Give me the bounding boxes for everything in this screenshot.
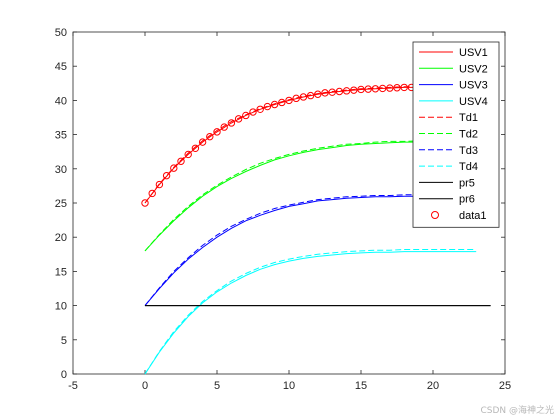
x-tick-label: 15: [355, 380, 367, 392]
legend-label: pr6: [459, 194, 475, 206]
x-tick-label: 20: [427, 380, 439, 392]
legend-label: Td1: [459, 112, 478, 124]
series-data1-marker: [177, 157, 185, 165]
series-data1-marker: [191, 144, 200, 152]
watermark: CSDN @海神之光: [480, 406, 554, 416]
legend-label: USV2: [459, 63, 488, 75]
x-tick-label: 0: [142, 380, 148, 392]
x-tick-label: -5: [68, 380, 78, 392]
series-data1-marker: [242, 111, 250, 120]
series-data1-marker: [155, 180, 164, 189]
series-data1-marker: [328, 88, 336, 96]
series-data1-marker: [386, 84, 394, 92]
series-data1-marker: [234, 115, 243, 123]
series-data1-marker: [198, 138, 207, 146]
series-data1-marker: [400, 83, 408, 92]
series-data1-marker: [220, 123, 228, 131]
series-data1-marker: [270, 100, 279, 109]
series-data1-marker: [148, 189, 156, 198]
series-data1-marker: [278, 98, 286, 107]
legend-label: USV3: [459, 80, 488, 92]
series-td3-line: [144, 194, 477, 306]
legend-marker: [431, 211, 439, 219]
series-td4-line: [144, 249, 477, 375]
y-tick-label: 5: [61, 335, 67, 347]
series-data1-marker: [335, 87, 344, 96]
legend-label: USV4: [459, 96, 488, 108]
series-data1-marker: [256, 105, 264, 113]
legend-label: Td2: [459, 129, 478, 141]
legend-label: Td3: [459, 145, 478, 157]
series-data1-marker: [206, 132, 214, 141]
series-data1-marker: [364, 85, 372, 93]
series-data1-marker: [342, 87, 351, 95]
series-data1-marker: [141, 199, 149, 207]
series-data1-marker: [299, 93, 308, 101]
series-data1-marker: [306, 91, 315, 100]
y-tick-label: 45: [55, 61, 67, 73]
series-data1-marker: [378, 84, 387, 93]
y-tick-label: 15: [55, 266, 67, 278]
y-tick-label: 0: [61, 369, 67, 381]
series-data1-marker: [213, 128, 221, 136]
y-tick-label: 20: [55, 232, 67, 244]
y-tick-label: 50: [55, 27, 67, 39]
x-tick-label: 5: [214, 380, 220, 392]
series-data1-marker: [170, 164, 178, 172]
legend-box: [412, 41, 500, 228]
y-tick-label: 30: [55, 164, 67, 176]
x-tick-label: 25: [499, 380, 511, 392]
legend-label: pr5: [459, 177, 475, 189]
series-data1-marker: [184, 150, 192, 159]
series-data1-marker: [227, 119, 236, 127]
series-td1-line: [144, 85, 477, 204]
legend-label: data1: [459, 210, 487, 222]
series-data1-marker: [314, 90, 322, 98]
series-data1-marker: [263, 102, 272, 111]
series-data1-marker: [162, 171, 171, 180]
y-tick-label: 10: [55, 301, 67, 313]
series-data1-marker: [285, 96, 293, 105]
legend-label: Td4: [459, 161, 478, 173]
series-data1-marker: [321, 89, 329, 97]
series-data1-marker: [292, 94, 300, 103]
series-data1-marker: [393, 84, 401, 92]
series-data1-marker: [350, 86, 358, 94]
y-tick-label: 25: [55, 198, 67, 210]
legend-label: USV1: [459, 47, 488, 59]
series-data1-marker: [357, 85, 365, 94]
x-tick-label: 10: [283, 380, 295, 392]
series-data1-marker: [249, 108, 257, 116]
y-tick-label: 35: [55, 130, 67, 142]
y-tick-label: 40: [55, 95, 67, 107]
series-data1-marker: [371, 85, 380, 93]
